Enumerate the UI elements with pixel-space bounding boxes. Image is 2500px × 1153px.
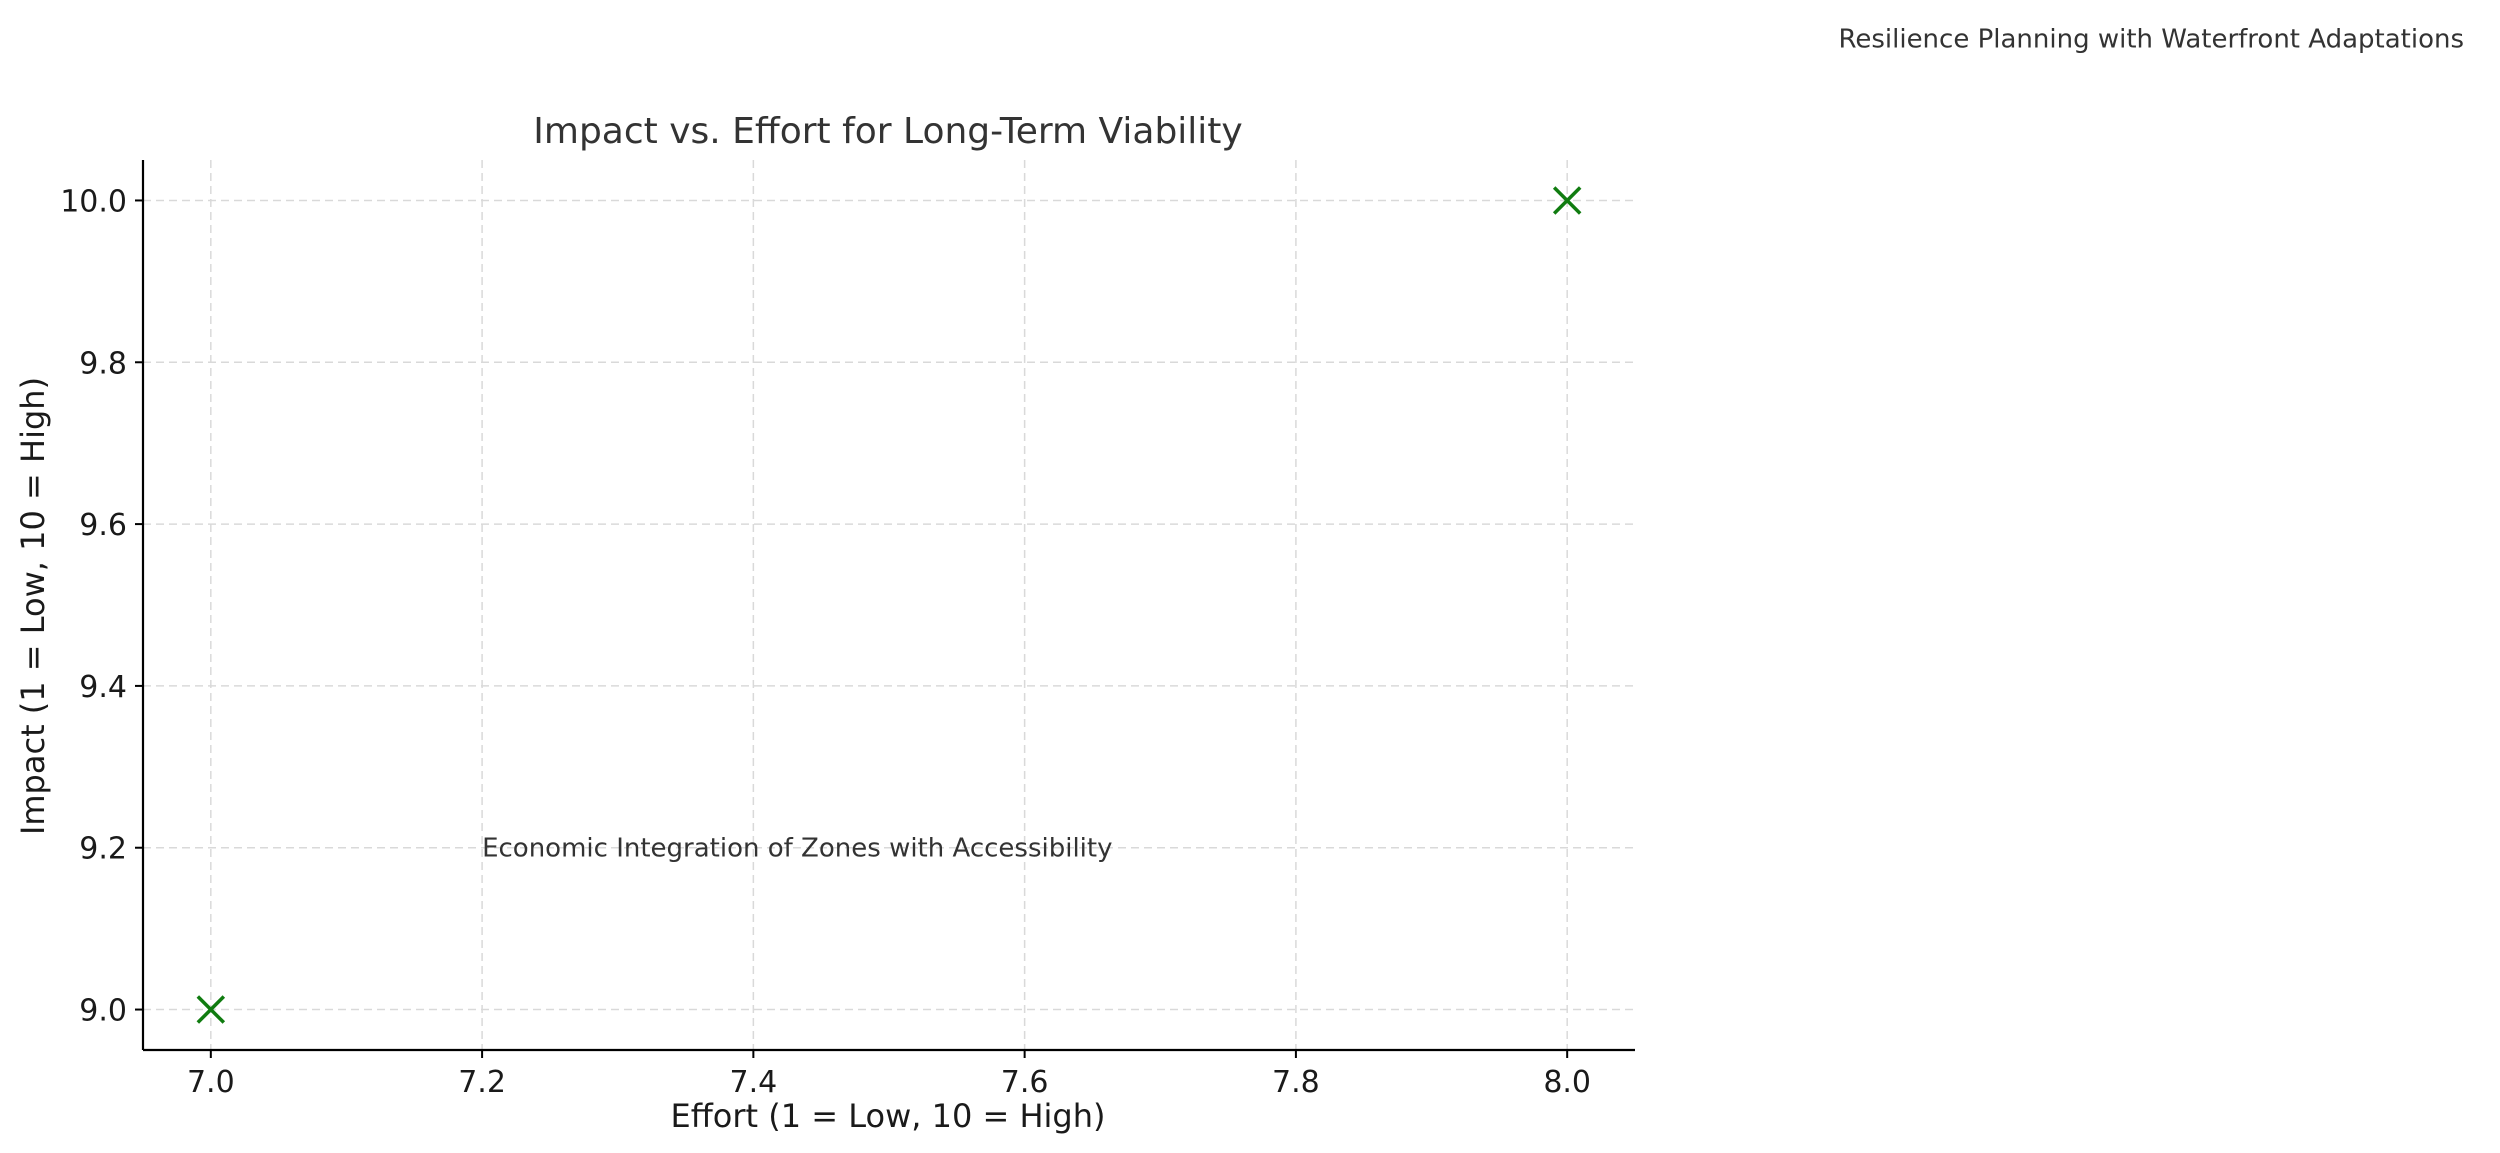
data-point — [196, 995, 226, 1024]
axis-ticks: 7.0 7.2 7.4 7.6 7.8 8.0 9.0 9.2 9.4 9.6 9.8 10.0 — [60, 184, 1591, 1100]
x-tick-label: 7.0 — [187, 1065, 235, 1100]
data-points — [196, 186, 1582, 1024]
annotations: Economic Integration of Zones with Acces… — [482, 25, 2464, 864]
y-tick-label: 9.4 — [79, 670, 127, 705]
y-tick-label: 9.2 — [79, 832, 127, 867]
x-tick-label: 8.0 — [1543, 1065, 1591, 1100]
chart-title: Impact vs. Effort for Long-Term Viabilit… — [533, 111, 1242, 152]
y-tick-label: 9.6 — [79, 508, 127, 543]
marker-stroke — [196, 995, 226, 1024]
y-tick-label: 9.8 — [79, 346, 127, 381]
y-tick-label: 9.0 — [79, 994, 127, 1029]
y-tick-label: 10.0 — [60, 184, 127, 219]
grid — [143, 160, 1635, 1050]
marker-stroke — [1552, 186, 1582, 215]
data-point — [1552, 186, 1582, 215]
y-axis-label: Impact (1 = Low, 10 = High) — [14, 377, 52, 835]
x-tick-label: 7.6 — [1001, 1065, 1049, 1100]
annotation-label: Resilience Planning with Waterfront Adap… — [1838, 25, 2464, 55]
x-tick-label: 7.4 — [730, 1065, 778, 1100]
x-tick-label: 7.2 — [458, 1065, 506, 1100]
x-axis-label: Effort (1 = Low, 10 = High) — [671, 1097, 1106, 1135]
x-tick-label: 7.8 — [1272, 1065, 1320, 1100]
annotation-label: Economic Integration of Zones with Acces… — [482, 834, 1112, 864]
axes-spines — [141, 160, 1635, 1052]
